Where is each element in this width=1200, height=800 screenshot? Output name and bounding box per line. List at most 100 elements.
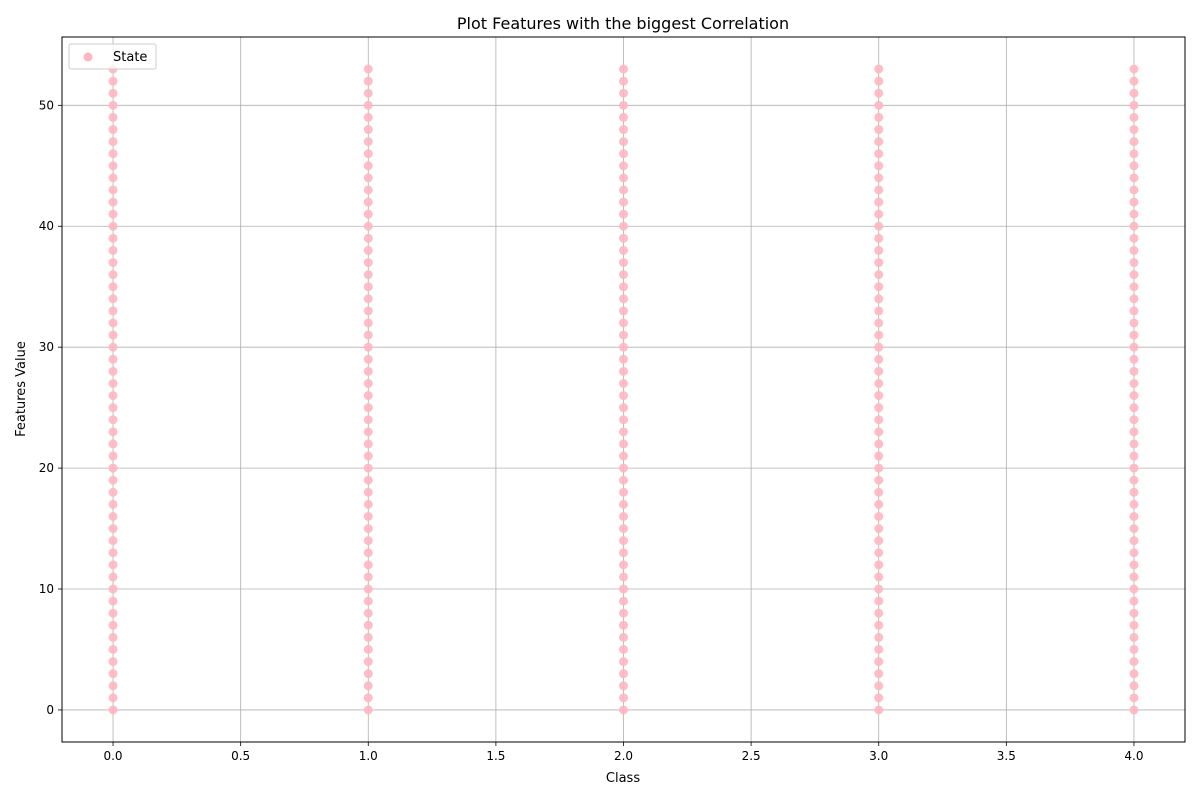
data-point [1129, 403, 1139, 413]
data-point [619, 644, 628, 654]
data-point [619, 572, 628, 582]
data-point [874, 173, 884, 183]
data-point [363, 572, 373, 582]
data-point [874, 330, 884, 340]
data-point [108, 318, 118, 328]
legend-entry-state: State [113, 50, 147, 65]
data-point [619, 125, 628, 135]
data-point [108, 608, 118, 618]
data-point [363, 378, 373, 388]
data-point [874, 342, 884, 352]
data-point [1129, 572, 1139, 582]
data-point [363, 632, 373, 642]
data-point [874, 463, 884, 473]
legend: State [68, 43, 157, 70]
data-point [363, 125, 373, 135]
x-tick-label: 3.5 [997, 749, 1016, 763]
data-point [619, 64, 628, 74]
data-point [363, 451, 373, 461]
data-point [363, 221, 373, 231]
data-point [874, 548, 884, 558]
data-point [108, 415, 118, 425]
data-point [619, 463, 628, 473]
data-point [363, 596, 373, 606]
data-point [108, 632, 118, 642]
data-point [1129, 245, 1139, 255]
data-point [619, 161, 628, 171]
x-axis-label: Class [606, 771, 640, 786]
data-point [363, 354, 373, 364]
data-point [619, 100, 628, 110]
data-points [108, 64, 1139, 715]
data-point [619, 221, 628, 231]
data-point [619, 536, 628, 546]
data-point [108, 209, 118, 219]
data-point [108, 173, 118, 183]
data-point [1129, 330, 1139, 340]
y-axis-ticks: 0 10 20 30 40 50 [39, 98, 62, 717]
data-point [1129, 137, 1139, 147]
data-point [363, 681, 373, 691]
data-point [874, 149, 884, 159]
data-point [619, 560, 628, 570]
data-point [363, 560, 373, 570]
data-point [108, 161, 118, 171]
data-point [108, 620, 118, 630]
data-point [363, 100, 373, 110]
data-point [1129, 125, 1139, 135]
data-point [1129, 306, 1139, 316]
data-point [619, 632, 628, 642]
data-point [108, 487, 118, 497]
data-point [1129, 258, 1139, 268]
data-point [1129, 439, 1139, 449]
data-point [874, 112, 884, 122]
data-point [363, 499, 373, 509]
data-point [363, 366, 373, 376]
data-point [1129, 197, 1139, 207]
data-point [108, 560, 118, 570]
legend-marker [83, 52, 93, 62]
data-point [1129, 318, 1139, 328]
data-point [619, 524, 628, 534]
data-point [363, 245, 373, 255]
data-point [619, 330, 628, 340]
data-point [619, 173, 628, 183]
data-point [363, 112, 373, 122]
data-point [108, 511, 118, 521]
data-point [1129, 487, 1139, 497]
data-point [619, 245, 628, 255]
data-point [874, 100, 884, 110]
data-point [1129, 681, 1139, 691]
data-point [619, 149, 628, 159]
data-point [619, 185, 628, 195]
data-point [874, 318, 884, 328]
data-point [363, 233, 373, 243]
x-tick-label: 3.0 [869, 749, 888, 763]
legend-box [68, 43, 157, 70]
data-point [619, 693, 628, 703]
data-point [874, 185, 884, 195]
data-point [363, 173, 373, 183]
data-point [1129, 620, 1139, 630]
data-point [1129, 463, 1139, 473]
data-point [363, 427, 373, 437]
data-point [874, 125, 884, 135]
data-point [619, 366, 628, 376]
data-point [108, 378, 118, 388]
data-point [108, 149, 118, 159]
data-point [108, 693, 118, 703]
data-point [108, 669, 118, 679]
y-tick-label: 20 [39, 461, 54, 475]
data-point [363, 209, 373, 219]
data-point [619, 475, 628, 485]
data-point [1129, 294, 1139, 304]
data-point [108, 657, 118, 667]
data-point [108, 221, 118, 231]
data-point [1129, 173, 1139, 183]
data-point [363, 439, 373, 449]
data-point [1129, 149, 1139, 159]
data-point [619, 137, 628, 147]
data-point [619, 669, 628, 679]
data-point [363, 548, 373, 558]
